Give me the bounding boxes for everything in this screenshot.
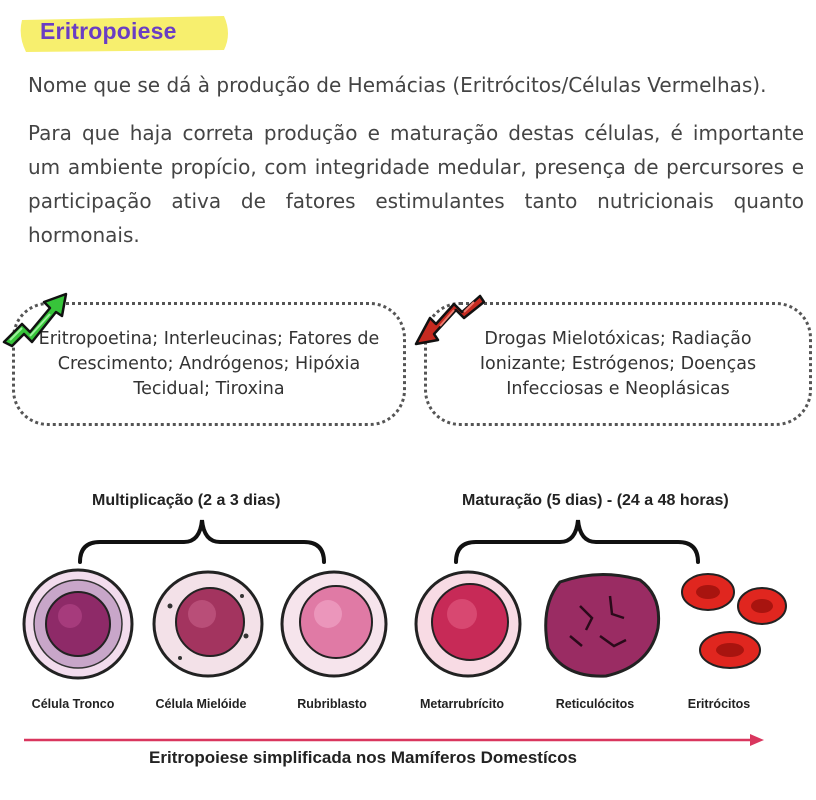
stimulating-factors-text: Eritropoetina; Interleucinas; Fatores de… [38, 328, 380, 399]
reticulocyte-icon [544, 573, 661, 678]
rubriblast-icon [280, 570, 388, 678]
cell-label-stem: Célula Tronco [31, 697, 115, 711]
stimulating-factors-box: Eritropoetina; Interleucinas; Fatores de… [12, 302, 406, 426]
cell-label-erythrocyte: Eritrócitos [687, 697, 751, 711]
erythrocyte-icon [681, 573, 787, 669]
intro-paragraph-2: Para que haja correta produção e maturaç… [28, 121, 804, 247]
metarubricyte-icon [414, 570, 522, 678]
stem-cell-icon [22, 568, 134, 680]
page-title: Eritropoiese [40, 18, 177, 44]
highlight-marker-shape [20, 16, 228, 52]
intro-paragraph-1: Nome que se dá à produção de Hemácias (E… [28, 73, 767, 97]
cell-label-rubriblast: Rubriblasto [297, 697, 367, 711]
cell-label-metarubricyte: Metarrubrícito [419, 697, 505, 711]
title-highlight: Eritropoiese [18, 14, 232, 54]
cell-label-reticulocyte: Reticulócitos [555, 697, 635, 711]
decrease-arrow-icon [414, 294, 486, 346]
multiplication-phase-label: Multiplicação (2 a 3 dias) [92, 492, 281, 509]
multiplication-brace [78, 519, 326, 564]
cell-label-myeloid: Célula Mielóide [155, 697, 247, 711]
myeloid-cell-icon [152, 570, 264, 678]
maturation-brace [454, 519, 700, 564]
increase-arrow-icon [2, 292, 68, 348]
diagram-caption: Eritropoiese simplificada nos Mamíferos … [149, 748, 577, 767]
maturation-phase-label: Maturação (5 dias) - (24 a 48 horas) [462, 492, 729, 509]
inhibiting-factors-box: Drogas Mielotóxicas; Radiação Ionizante;… [424, 302, 812, 426]
timeline-arrow [24, 734, 764, 746]
inhibiting-factors-text: Drogas Mielotóxicas; Radiação Ionizante;… [479, 328, 757, 399]
